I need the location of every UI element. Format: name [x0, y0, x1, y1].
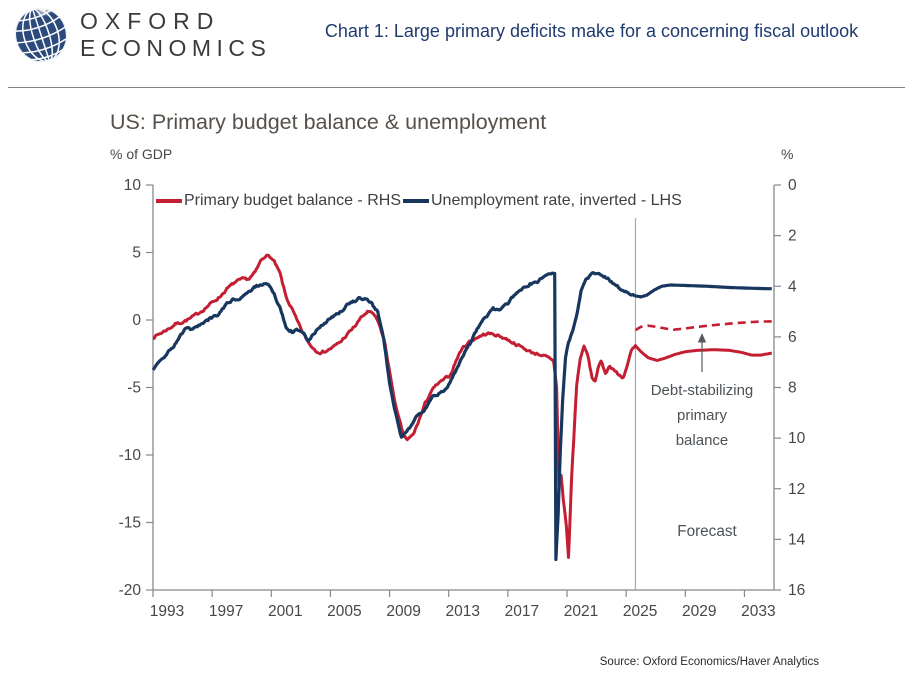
- logo-wordmark-line2: ECONOMICS: [80, 35, 272, 61]
- left-axis-tick-label: 5: [132, 245, 141, 262]
- right-axis-tick-label: 16: [788, 582, 805, 599]
- legend-label-primary-balance: Primary budget balance - RHS: [184, 192, 401, 209]
- legend-swatch-primary-balance: [156, 199, 182, 203]
- header-divider: [8, 87, 905, 88]
- x-axis-tick-label: 2017: [505, 603, 539, 620]
- header-chart-title: Chart 1: Large primary deficits make for…: [324, 21, 859, 41]
- logo-text: OXFORD ECONOMICS: [80, 8, 271, 62]
- left-axis-tick-label: -5: [127, 380, 141, 397]
- series-line-debt-stabilizing: [634, 320, 772, 332]
- left-axis-tick-label: -20: [119, 582, 142, 599]
- forecast-label: Forecast: [677, 523, 737, 540]
- left-axis-unit-label: % of GDP: [110, 146, 173, 162]
- logo-wordmark-line1: OXFORD: [80, 8, 221, 34]
- series-line-unemployment: [152, 271, 773, 562]
- left-axis-tick-label: 0: [132, 312, 141, 329]
- left-axis-tick-label: 10: [124, 177, 142, 194]
- right-axis-tick-label: 4: [788, 278, 797, 295]
- logo: OXFORD ECONOMICS: [14, 6, 271, 64]
- source-note: Source: Oxford Economics/Haver Analytics: [599, 656, 819, 668]
- right-axis-tick-label: 6: [788, 329, 797, 346]
- x-axis-tick-label: 2025: [623, 603, 657, 620]
- left-axis-tick-label: -10: [119, 447, 142, 464]
- legend: Primary budget balance - RHS Unemploymen…: [156, 192, 776, 210]
- right-axis-tick-label: 12: [788, 481, 805, 498]
- legend-item-unemployment: Unemployment rate, inverted - LHS: [402, 192, 682, 210]
- x-axis-tick-label: 2029: [682, 603, 716, 620]
- right-axis-tick-label: 14: [788, 531, 806, 548]
- x-axis-tick-label: 2033: [741, 603, 775, 620]
- left-axis-tick-label: -15: [119, 515, 141, 532]
- right-axis-unit-label: %: [781, 146, 794, 162]
- series-line-primary-balance: [152, 253, 773, 559]
- globe-icon: [14, 7, 68, 63]
- right-axis-tick-label: 8: [788, 380, 797, 397]
- right-axis-tick-label: 0: [788, 177, 797, 194]
- right-axis-tick-label: 10: [788, 430, 806, 447]
- x-axis-tick-label: 2021: [564, 603, 598, 620]
- x-axis-tick-label: 1993: [150, 603, 184, 620]
- legend-swatch-unemployment: [402, 199, 429, 203]
- x-axis-tick-label: 2013: [445, 603, 479, 620]
- x-axis-tick-label: 2005: [327, 603, 361, 620]
- x-axis-tick-label: 2001: [268, 603, 302, 620]
- chart-title: US: Primary budget balance & unemploymen…: [110, 110, 547, 134]
- x-axis-tick-label: 2009: [386, 603, 420, 620]
- x-axis-tick-label: 1997: [209, 603, 243, 620]
- legend-label-unemployment: Unemployment rate, inverted - LHS: [430, 192, 682, 209]
- annotation-arrow-head: [697, 333, 707, 343]
- annotation-debt-stabilizing: Debt-stabilizing primary balance: [650, 382, 754, 449]
- legend-item-primary-balance: Primary budget balance - RHS: [156, 192, 401, 210]
- right-axis-tick-label: 2: [788, 228, 797, 245]
